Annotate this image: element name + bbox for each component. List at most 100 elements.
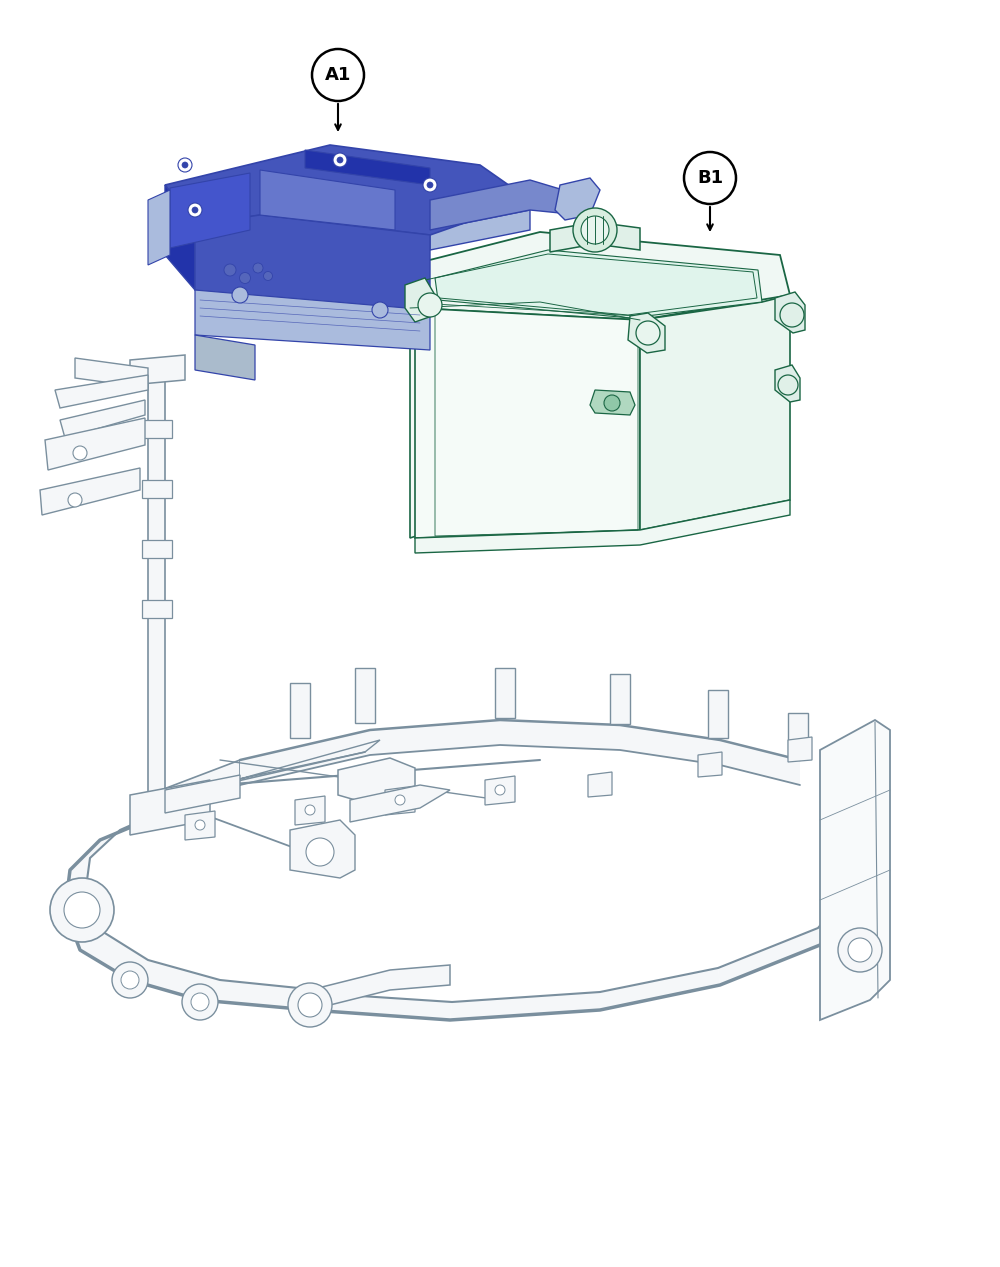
Polygon shape bbox=[165, 775, 240, 813]
Circle shape bbox=[264, 271, 272, 280]
Polygon shape bbox=[195, 334, 255, 380]
Polygon shape bbox=[195, 215, 430, 310]
Polygon shape bbox=[355, 668, 375, 723]
Circle shape bbox=[684, 152, 736, 204]
Circle shape bbox=[73, 446, 87, 460]
Polygon shape bbox=[410, 232, 790, 321]
Circle shape bbox=[305, 805, 315, 815]
Circle shape bbox=[68, 493, 82, 507]
Polygon shape bbox=[588, 772, 612, 797]
Polygon shape bbox=[415, 308, 640, 538]
Polygon shape bbox=[148, 375, 165, 799]
Polygon shape bbox=[720, 740, 800, 786]
Polygon shape bbox=[600, 968, 720, 1010]
Polygon shape bbox=[370, 720, 500, 755]
Circle shape bbox=[298, 993, 322, 1017]
Polygon shape bbox=[350, 786, 450, 822]
Polygon shape bbox=[430, 180, 580, 231]
Polygon shape bbox=[590, 390, 635, 416]
Polygon shape bbox=[640, 295, 790, 530]
Polygon shape bbox=[100, 810, 165, 840]
Polygon shape bbox=[185, 811, 215, 840]
Circle shape bbox=[495, 786, 505, 794]
Circle shape bbox=[64, 892, 100, 927]
Polygon shape bbox=[698, 753, 722, 777]
Polygon shape bbox=[195, 290, 430, 350]
Polygon shape bbox=[40, 468, 140, 514]
Polygon shape bbox=[75, 359, 148, 388]
Polygon shape bbox=[495, 668, 515, 718]
Polygon shape bbox=[130, 355, 185, 385]
Circle shape bbox=[427, 182, 433, 188]
Polygon shape bbox=[718, 927, 820, 984]
Circle shape bbox=[178, 158, 192, 172]
Circle shape bbox=[337, 157, 343, 163]
Circle shape bbox=[182, 162, 188, 169]
Circle shape bbox=[192, 207, 198, 213]
Polygon shape bbox=[130, 960, 220, 1000]
Circle shape bbox=[372, 302, 388, 318]
Circle shape bbox=[288, 983, 332, 1028]
Polygon shape bbox=[80, 930, 148, 979]
Polygon shape bbox=[305, 150, 430, 185]
Polygon shape bbox=[775, 291, 805, 333]
Polygon shape bbox=[170, 174, 250, 248]
Circle shape bbox=[636, 321, 660, 345]
Circle shape bbox=[188, 203, 202, 217]
Polygon shape bbox=[788, 737, 812, 761]
Polygon shape bbox=[142, 601, 172, 618]
Polygon shape bbox=[310, 965, 450, 1010]
Circle shape bbox=[423, 177, 437, 193]
Polygon shape bbox=[310, 993, 452, 1020]
Circle shape bbox=[240, 272, 250, 284]
Polygon shape bbox=[430, 210, 530, 250]
Circle shape bbox=[395, 794, 405, 805]
Polygon shape bbox=[500, 720, 620, 750]
Circle shape bbox=[333, 153, 347, 167]
Circle shape bbox=[224, 264, 236, 276]
Polygon shape bbox=[775, 365, 800, 402]
Polygon shape bbox=[55, 375, 148, 408]
Polygon shape bbox=[45, 418, 145, 470]
Circle shape bbox=[253, 264, 263, 272]
Polygon shape bbox=[435, 250, 762, 318]
Polygon shape bbox=[708, 691, 728, 737]
Polygon shape bbox=[70, 830, 120, 870]
Polygon shape bbox=[550, 222, 640, 252]
Circle shape bbox=[112, 962, 148, 998]
Text: B1: B1 bbox=[697, 169, 723, 188]
Circle shape bbox=[573, 208, 617, 252]
Polygon shape bbox=[142, 540, 172, 557]
Polygon shape bbox=[290, 820, 355, 878]
Polygon shape bbox=[415, 500, 790, 552]
Circle shape bbox=[50, 878, 114, 941]
Circle shape bbox=[191, 993, 209, 1011]
Polygon shape bbox=[148, 760, 240, 820]
Polygon shape bbox=[130, 780, 210, 835]
Polygon shape bbox=[295, 796, 325, 825]
Polygon shape bbox=[142, 480, 172, 498]
Circle shape bbox=[780, 303, 804, 327]
Polygon shape bbox=[628, 313, 665, 353]
Polygon shape bbox=[820, 720, 890, 1020]
Polygon shape bbox=[485, 775, 515, 805]
Polygon shape bbox=[240, 730, 370, 786]
Polygon shape bbox=[60, 400, 145, 438]
Polygon shape bbox=[555, 177, 600, 220]
Text: A1: A1 bbox=[325, 66, 351, 84]
Polygon shape bbox=[788, 713, 808, 758]
Polygon shape bbox=[165, 144, 530, 234]
Circle shape bbox=[848, 938, 872, 962]
Polygon shape bbox=[610, 674, 630, 723]
Polygon shape bbox=[620, 725, 720, 765]
Circle shape bbox=[838, 927, 882, 972]
Circle shape bbox=[306, 837, 334, 867]
Circle shape bbox=[604, 395, 620, 411]
Polygon shape bbox=[450, 992, 600, 1020]
Polygon shape bbox=[142, 419, 172, 438]
Circle shape bbox=[778, 375, 798, 395]
Circle shape bbox=[195, 820, 205, 830]
Polygon shape bbox=[65, 858, 90, 910]
Circle shape bbox=[418, 293, 442, 317]
Polygon shape bbox=[405, 277, 435, 322]
